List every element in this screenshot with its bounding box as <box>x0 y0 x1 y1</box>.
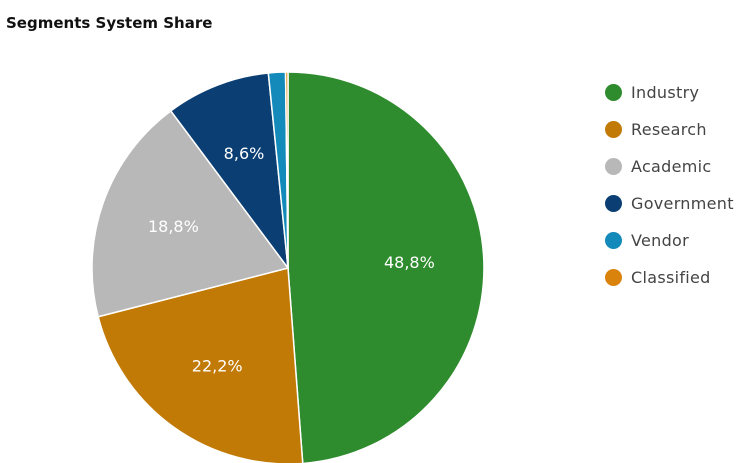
legend-swatch-industry <box>605 84 622 101</box>
pie-slice-government <box>169 72 290 271</box>
pie-slice-academic <box>91 109 290 318</box>
chart-legend: Industry Research Academic Government Vendor… <box>605 74 734 296</box>
chart-title: Segments System Share <box>6 14 213 32</box>
data-label-government: 8,6% <box>224 144 265 163</box>
data-label-industry: 48,8% <box>384 253 435 272</box>
legend-label-government: Government <box>631 194 734 213</box>
legend-label-research: Research <box>631 120 707 139</box>
legend-item-vendor: Vendor <box>605 222 734 259</box>
data-label-academic: 18,8% <box>148 217 199 236</box>
legend-item-research: Research <box>605 111 734 148</box>
legend-label-academic: Academic <box>631 157 712 176</box>
pie-slice-industry <box>287 71 485 463</box>
legend-swatch-vendor <box>605 232 622 249</box>
legend-item-classified: Classified <box>605 259 734 296</box>
legend-swatch-government <box>605 195 622 212</box>
legend-swatch-research <box>605 121 622 138</box>
legend-item-industry: Industry <box>605 74 734 111</box>
legend-swatch-academic <box>605 158 622 175</box>
legend-item-academic: Academic <box>605 148 734 185</box>
pie-slice-classified <box>284 71 289 269</box>
legend-swatch-classified <box>605 269 622 286</box>
legend-item-government: Government <box>605 185 734 222</box>
legend-label-industry: Industry <box>631 83 700 102</box>
data-label-research: 22,2% <box>192 356 243 375</box>
legend-label-classified: Classified <box>631 268 711 287</box>
legend-label-vendor: Vendor <box>631 231 690 250</box>
pie-slice-research <box>97 267 304 463</box>
